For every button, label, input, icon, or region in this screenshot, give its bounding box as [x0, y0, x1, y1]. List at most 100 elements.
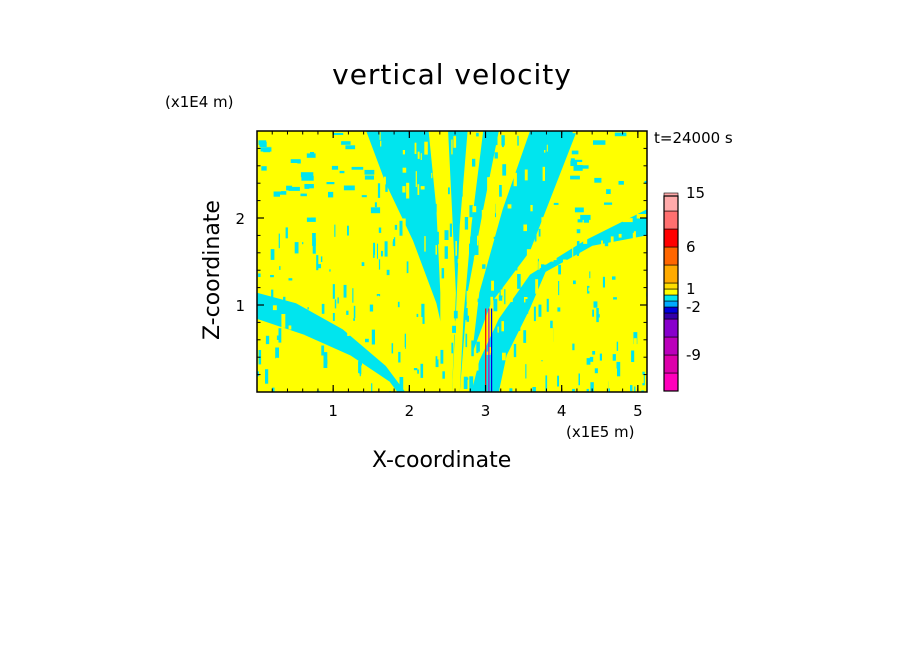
- speck: [589, 271, 591, 279]
- speck: [342, 377, 345, 380]
- speck: [540, 361, 543, 367]
- speck: [516, 148, 519, 152]
- speck: [414, 142, 417, 154]
- colorbar-bin: [663, 306, 679, 314]
- speck: [356, 291, 359, 301]
- speck: [364, 169, 375, 175]
- speck: [435, 157, 439, 163]
- speck: [397, 301, 400, 308]
- speck: [347, 324, 350, 336]
- speck: [371, 329, 375, 345]
- speck: [612, 331, 617, 335]
- speck: [352, 277, 356, 282]
- x-tick-label: 2: [405, 402, 415, 420]
- speck: [377, 183, 381, 198]
- speck: [473, 256, 478, 260]
- speck: [312, 233, 316, 246]
- speck: [383, 176, 386, 185]
- speck: [320, 256, 323, 262]
- speck: [583, 238, 588, 244]
- speck: [564, 222, 567, 228]
- speck: [359, 350, 362, 366]
- speck: [582, 315, 587, 318]
- speck: [530, 205, 533, 212]
- speck: [500, 289, 503, 296]
- speck: [502, 144, 504, 148]
- speck: [635, 244, 638, 250]
- speck: [278, 328, 282, 343]
- speck: [307, 261, 311, 264]
- speck: [338, 161, 351, 167]
- speck: [549, 257, 554, 262]
- speck: [266, 362, 270, 366]
- speck: [421, 303, 425, 317]
- speck: [392, 234, 394, 240]
- speck: [343, 284, 347, 298]
- speck: [331, 165, 339, 170]
- speck: [637, 224, 639, 232]
- speck: [364, 175, 374, 180]
- speck: [334, 299, 337, 309]
- speck: [351, 166, 364, 170]
- colorbar-bin: [663, 282, 679, 290]
- speck: [557, 375, 559, 387]
- speck: [407, 273, 411, 277]
- speck: [596, 314, 600, 318]
- speck: [464, 377, 469, 380]
- speck: [493, 298, 498, 312]
- speck: [459, 185, 463, 197]
- speck: [346, 310, 349, 315]
- speck: [574, 207, 584, 213]
- speck: [452, 325, 456, 333]
- speck: [295, 334, 299, 338]
- speck: [329, 339, 333, 345]
- speck: [381, 250, 383, 257]
- x-tick-label: 1: [328, 402, 338, 420]
- speck: [442, 229, 444, 240]
- speck: [371, 383, 373, 392]
- speck: [469, 205, 473, 218]
- speck: [378, 227, 382, 233]
- speck: [570, 160, 578, 166]
- speck: [504, 316, 508, 325]
- speck: [377, 295, 379, 304]
- speck: [273, 191, 283, 197]
- speck: [579, 255, 583, 260]
- speck: [495, 381, 500, 392]
- speck: [274, 199, 287, 203]
- velocity-field: [257, 131, 647, 392]
- speck: [408, 134, 411, 142]
- positive-band-1: [257, 131, 452, 392]
- speck: [352, 288, 354, 303]
- speck: [440, 349, 444, 364]
- speck: [554, 287, 558, 303]
- speck: [420, 134, 423, 144]
- speck: [645, 310, 647, 314]
- speck: [612, 276, 616, 280]
- speck: [266, 141, 278, 147]
- speck: [639, 374, 644, 384]
- speck: [387, 320, 390, 326]
- speck: [618, 181, 624, 185]
- speck: [640, 342, 643, 359]
- speck: [599, 353, 602, 361]
- speck: [464, 217, 469, 230]
- speck: [517, 135, 519, 146]
- speck: [444, 246, 448, 259]
- speck: [376, 294, 381, 297]
- speck: [338, 200, 348, 204]
- speck: [592, 309, 594, 317]
- speck: [538, 261, 540, 270]
- speck: [533, 306, 536, 322]
- speck: [392, 237, 396, 247]
- speck: [440, 333, 442, 338]
- speck: [573, 280, 576, 285]
- speck: [341, 141, 351, 145]
- speck: [546, 298, 549, 312]
- positive-band-3: [452, 131, 484, 392]
- speck: [339, 378, 343, 383]
- speck: [516, 323, 521, 331]
- speck: [482, 264, 486, 269]
- speck: [398, 351, 401, 363]
- speck: [541, 264, 545, 272]
